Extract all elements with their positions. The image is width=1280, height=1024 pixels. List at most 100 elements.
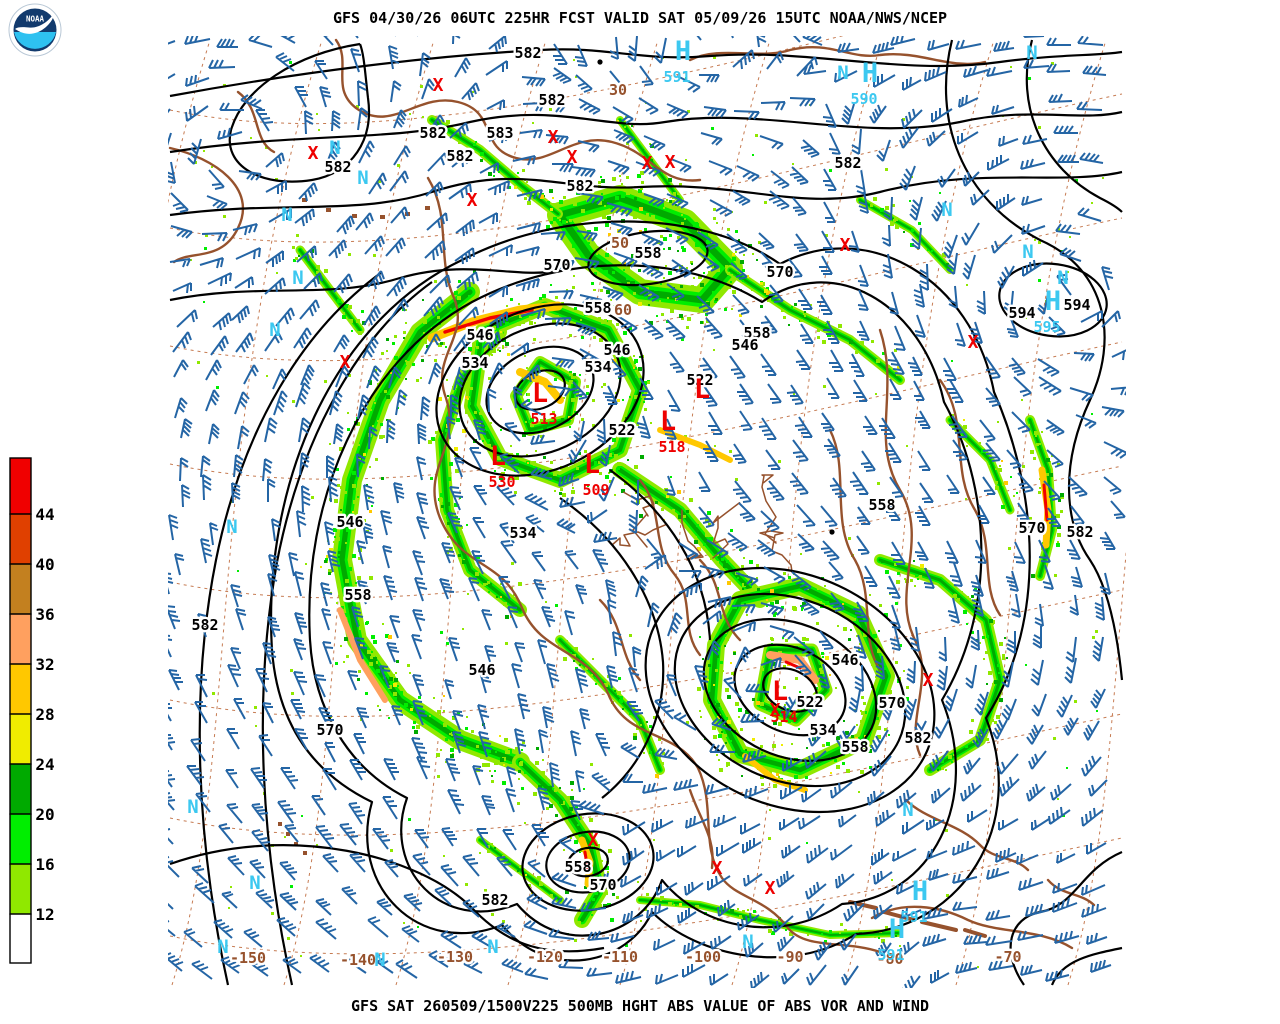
svg-text:558: 558 [344, 586, 371, 604]
svg-text:590: 590 [850, 90, 877, 108]
svg-text:594: 594 [1008, 304, 1035, 322]
colorbar-segment [10, 564, 31, 614]
svg-text:X: X [840, 235, 851, 256]
noaa-logo-text: NOAA [26, 15, 45, 24]
svg-text:50: 50 [611, 234, 629, 252]
svg-text:16: 16 [35, 855, 54, 874]
svg-text:534: 534 [461, 354, 488, 372]
svg-text:570: 570 [878, 694, 905, 712]
colorbar-segment [10, 914, 31, 963]
svg-text:N: N [281, 204, 292, 226]
svg-text:546: 546 [603, 341, 630, 359]
svg-text:570: 570 [316, 721, 343, 739]
svg-text:558: 558 [564, 858, 591, 876]
svg-text:N: N [487, 936, 498, 958]
svg-text:L: L [584, 449, 600, 480]
svg-text:X: X [588, 830, 599, 851]
svg-text:522: 522 [796, 693, 823, 711]
svg-text:582: 582 [446, 147, 473, 165]
svg-text:N: N [217, 936, 228, 958]
svg-text:N: N [941, 199, 952, 221]
contour-labels-layer: 582 582 582 583 582 582 582 582 570 558 558 570 558 5… [189, 42, 1096, 912]
graticule-labels-layer: 30 50 60 -150 -140 -130 -120 -110 -100 -90 -80 -70 [228, 79, 1024, 972]
svg-text:-70: -70 [994, 948, 1021, 966]
svg-text:591: 591 [900, 908, 927, 926]
svg-text:558: 558 [868, 496, 895, 514]
svg-text:522: 522 [686, 371, 713, 389]
svg-text:582: 582 [904, 729, 931, 747]
svg-text:534: 534 [509, 524, 536, 542]
svg-text:514: 514 [770, 708, 797, 726]
svg-text:546: 546 [731, 336, 758, 354]
svg-text:N: N [269, 319, 280, 341]
svg-text:546: 546 [466, 326, 493, 344]
svg-text:L: L [490, 441, 506, 472]
svg-text:546: 546 [831, 651, 858, 669]
svg-text:H: H [912, 876, 928, 907]
noaa-logo-gull-icon [15, 14, 54, 34]
svg-text:582: 582 [1066, 523, 1093, 541]
svg-text:591: 591 [663, 68, 690, 86]
svg-text:594: 594 [1063, 296, 1090, 314]
svg-text:582: 582 [538, 91, 565, 109]
svg-text:H: H [862, 58, 878, 89]
svg-text:X: X [567, 147, 578, 168]
svg-text:582: 582 [834, 154, 861, 172]
svg-text:558: 558 [634, 244, 661, 262]
svg-text:582: 582 [566, 177, 593, 195]
height-contours-layer [169, 39, 1124, 986]
svg-text:X: X [467, 190, 478, 211]
svg-text:X: X [308, 143, 319, 164]
chart-caption: GFS SAT 260509/1500V225 500MB HGHT ABS V… [351, 997, 929, 1015]
svg-text:-140: -140 [340, 951, 376, 969]
svg-text:-80: -80 [876, 950, 903, 968]
colorbar-segment [10, 458, 31, 514]
svg-text:N: N [187, 796, 198, 818]
svg-text:H: H [675, 36, 691, 67]
svg-text:546: 546 [468, 661, 495, 679]
colorbar-segment [10, 814, 31, 864]
svg-text:570: 570 [543, 256, 570, 274]
svg-text:583: 583 [486, 124, 513, 142]
svg-text:-150: -150 [230, 949, 266, 967]
svg-text:L: L [772, 676, 788, 707]
svg-text:513: 513 [530, 410, 557, 428]
svg-text:N: N [292, 267, 303, 289]
noaa-logo: NOAA [8, 3, 62, 57]
svg-text:24: 24 [35, 755, 54, 774]
colorbar-segment [10, 664, 31, 714]
svg-text:N: N [357, 167, 368, 189]
svg-text:L: L [660, 406, 676, 437]
svg-text:582: 582 [481, 891, 508, 909]
svg-text:558: 558 [584, 299, 611, 317]
svg-text:X: X [968, 332, 979, 353]
svg-text:N: N [1026, 42, 1037, 64]
svg-text:582: 582 [191, 616, 218, 634]
svg-text:N: N [226, 516, 237, 538]
svg-text:534: 534 [584, 358, 611, 376]
svg-text:509: 509 [582, 481, 609, 499]
svg-text:L: L [532, 378, 548, 409]
svg-text:L: L [694, 374, 710, 405]
svg-text:-90: -90 [776, 948, 803, 966]
svg-text:522: 522 [608, 421, 635, 439]
vorticity-shading-layer [190, 56, 1104, 968]
svg-text:X: X [923, 670, 934, 691]
svg-text:534: 534 [809, 721, 836, 739]
svg-text:28: 28 [35, 705, 54, 724]
svg-text:32: 32 [35, 655, 54, 674]
svg-text:30: 30 [609, 81, 627, 99]
svg-text:H: H [889, 914, 905, 945]
svg-text:591: 591 [877, 946, 904, 964]
svg-text:N: N [902, 799, 913, 821]
svg-text:X: X [770, 700, 781, 721]
svg-text:X: X [433, 75, 444, 96]
svg-text:570: 570 [766, 263, 793, 281]
svg-text:N: N [1022, 241, 1033, 263]
svg-text:N: N [837, 62, 848, 84]
svg-text:N: N [249, 872, 260, 894]
